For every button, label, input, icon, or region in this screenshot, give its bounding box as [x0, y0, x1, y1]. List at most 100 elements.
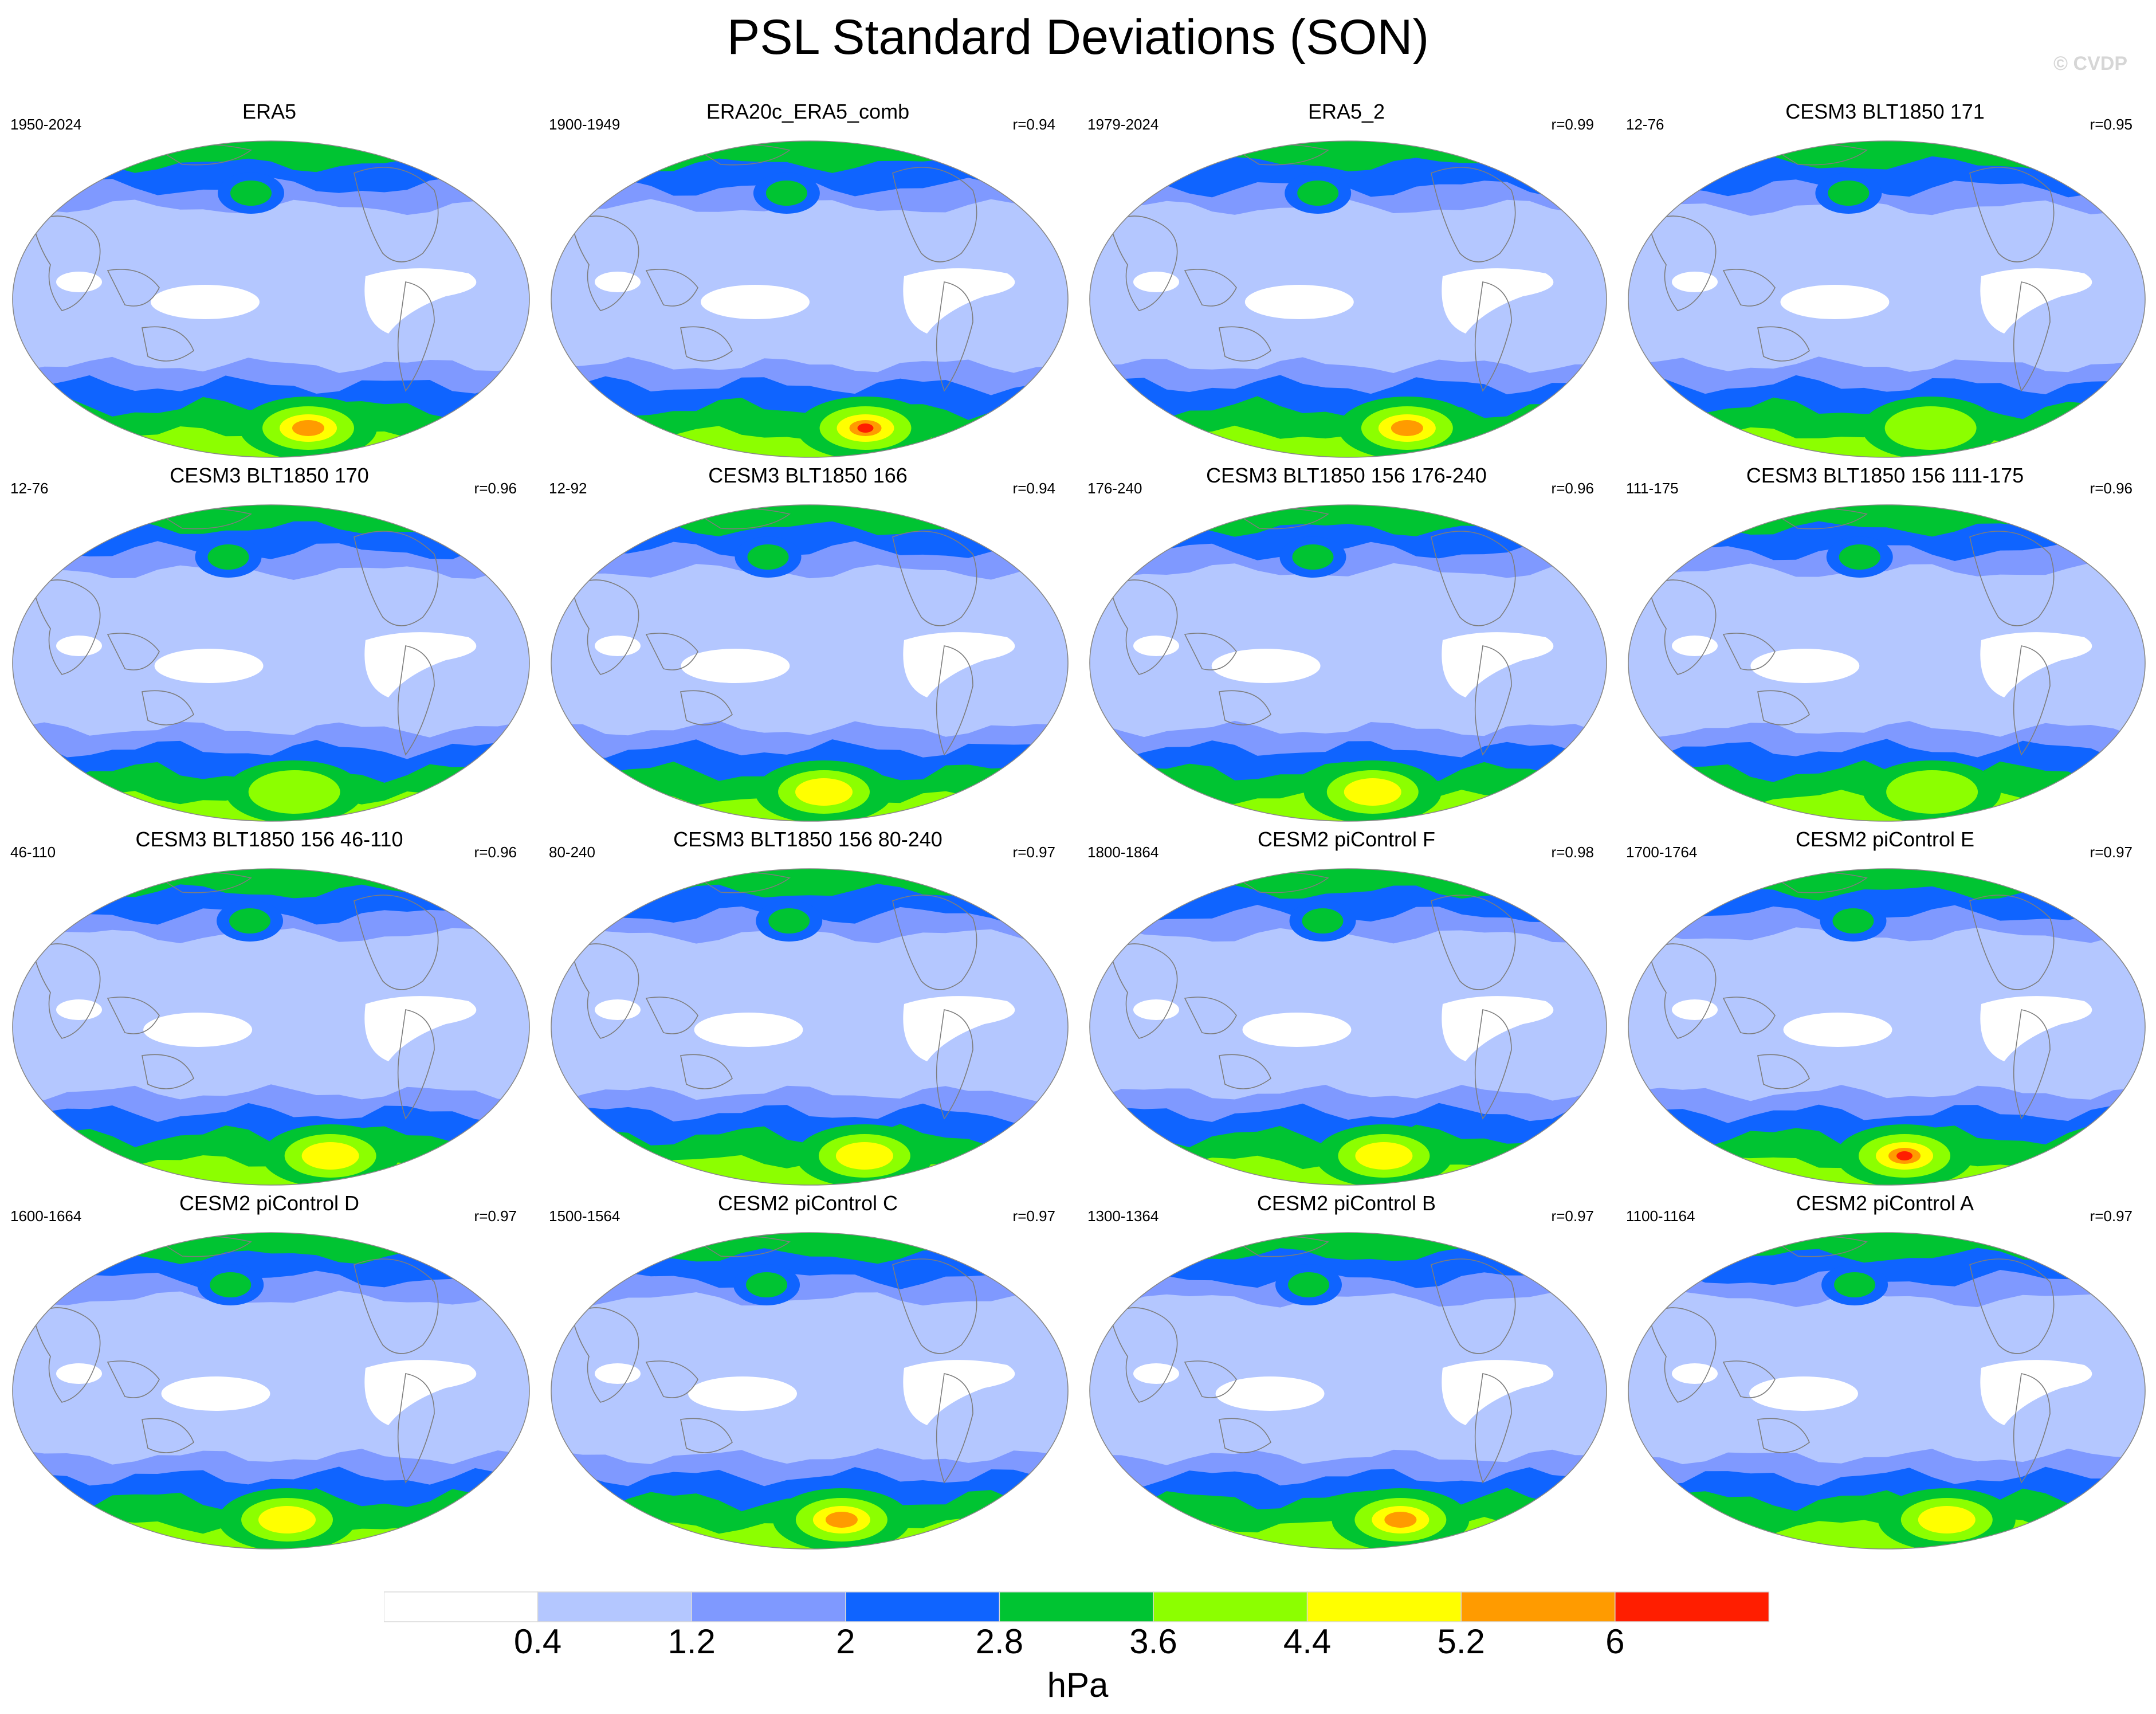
- colorbar: [384, 1591, 1770, 1622]
- psl-stddev-map: [12, 140, 530, 458]
- map-panel: CESM3 BLT1850 156 80-240 80-240 r=0.97: [539, 825, 1077, 1192]
- panel-years: 1800-1864: [1087, 844, 1159, 861]
- panel-correlation: r=0.96: [474, 844, 517, 861]
- psl-stddev-map: [12, 868, 530, 1186]
- panel-correlation: r=0.96: [474, 480, 517, 497]
- map-panel: CESM3 BLT1850 156 46-110 46-110 r=0.96: [0, 825, 539, 1192]
- panel-correlation: r=0.97: [1012, 844, 1055, 861]
- psl-stddev-map: [1089, 868, 1607, 1186]
- psl-stddev-map: [551, 1232, 1069, 1550]
- panel-title: CESM3 BLT1850 171: [1785, 100, 1985, 123]
- map-panel: CESM3 BLT1850 156 176-240 176-240 r=0.96: [1077, 461, 1616, 828]
- panel-title: CESM2 piControl B: [1256, 1191, 1436, 1215]
- panel-title: CESM2 piControl C: [717, 1191, 898, 1215]
- panel-years: 12-92: [549, 480, 587, 497]
- panel-title: CESM2 piControl E: [1795, 827, 1975, 851]
- panel-years: 80-240: [549, 844, 595, 861]
- colorbar-swatch: [1306, 1591, 1462, 1622]
- panel-years: 1700-1764: [1626, 844, 1698, 861]
- panel-title: ERA5: [242, 100, 297, 123]
- panel-correlation: r=0.99: [1551, 116, 1594, 133]
- map-panel: CESM2 piControl F 1800-1864 r=0.98: [1077, 825, 1616, 1192]
- panel-correlation: r=0.97: [1551, 1207, 1594, 1225]
- panel-correlation: r=0.98: [1551, 844, 1594, 861]
- map-panel: CESM2 piControl C 1500-1564 r=0.97: [539, 1189, 1077, 1556]
- colorbar-tick-label: 5.2: [1437, 1622, 1485, 1661]
- psl-stddev-map: [1628, 868, 2146, 1186]
- psl-stddev-map: [551, 504, 1069, 822]
- panel-years: 12-76: [1626, 116, 1664, 133]
- panel-years: 12-76: [10, 480, 49, 497]
- psl-stddev-map: [1089, 1232, 1607, 1550]
- psl-stddev-map: [1089, 140, 1607, 458]
- watermark: © CVDP: [2053, 53, 2127, 74]
- page-title: PSL Standard Deviations (SON): [726, 10, 1430, 65]
- panel-years: 1500-1564: [549, 1207, 621, 1225]
- panel-title: CESM3 BLT1850 156 111-175: [1746, 464, 2024, 487]
- panel-title: CESM2 piControl A: [1796, 1191, 1974, 1215]
- panel-title: CESM2 piControl F: [1257, 827, 1436, 851]
- panel-correlation: r=0.97: [2090, 1207, 2133, 1225]
- colorbar-tick-label: 3.6: [1129, 1622, 1177, 1661]
- panel-years: 1300-1364: [1087, 1207, 1159, 1225]
- panel-title: CESM3 BLT1850 156 46-110: [135, 827, 403, 851]
- psl-stddev-map: [1628, 504, 2146, 822]
- colorbar-swatch: [845, 1591, 1000, 1622]
- colorbar-tick-label: 0.4: [513, 1622, 562, 1661]
- panel-title: CESM3 BLT1850 156 80-240: [673, 827, 942, 851]
- map-panel: CESM2 piControl B 1300-1364 r=0.97: [1077, 1189, 1616, 1556]
- panel-correlation: r=0.97: [474, 1207, 517, 1225]
- colorbar-units: hPa: [1047, 1666, 1109, 1704]
- colorbar-tick-label: 2.8: [975, 1622, 1024, 1661]
- map-panel: CESM3 BLT1850 171 12-76 r=0.95: [1616, 97, 2154, 464]
- map-panel: ERA5 1950-2024: [0, 97, 539, 464]
- panel-correlation: r=0.96: [1551, 480, 1594, 497]
- panel-title: CESM3 BLT1850 170: [170, 464, 369, 487]
- psl-stddev-map: [551, 868, 1069, 1186]
- map-panel: CESM3 BLT1850 170 12-76 r=0.96: [0, 461, 539, 828]
- colorbar-swatch: [1615, 1591, 1770, 1622]
- panel-years: 176-240: [1087, 480, 1142, 497]
- map-panel: CESM3 BLT1850 166 12-92 r=0.94: [539, 461, 1077, 828]
- panel-correlation: r=0.97: [2090, 844, 2133, 861]
- psl-stddev-map: [1089, 504, 1607, 822]
- psl-stddev-map: [12, 1232, 530, 1550]
- map-panel: ERA20c_ERA5_comb 1900-1949 r=0.94: [539, 97, 1077, 464]
- colorbar-swatch: [999, 1591, 1154, 1622]
- map-panel: CESM2 piControl A 1100-1164 r=0.97: [1616, 1189, 2154, 1556]
- panel-years: 1100-1164: [1626, 1207, 1695, 1225]
- psl-stddev-map: [12, 504, 530, 822]
- map-panel: ERA5_2 1979-2024 r=0.99: [1077, 97, 1616, 464]
- map-panel: CESM2 piControl D 1600-1664 r=0.97: [0, 1189, 539, 1556]
- psl-stddev-map: [1628, 140, 2146, 458]
- psl-stddev-map: [551, 140, 1069, 458]
- panel-title: CESM3 BLT1850 156 176-240: [1206, 464, 1487, 487]
- panel-correlation: r=0.94: [1012, 116, 1055, 133]
- panel-correlation: r=0.96: [2090, 480, 2133, 497]
- panel-years: 111-175: [1626, 480, 1679, 497]
- panel-years: 46-110: [10, 844, 56, 861]
- panel-years: 1900-1949: [549, 116, 621, 133]
- colorbar-tick-label: 4.4: [1283, 1622, 1332, 1661]
- map-panel: CESM3 BLT1850 156 111-175 111-175 r=0.96: [1616, 461, 2154, 828]
- panel-title: ERA5_2: [1307, 100, 1385, 123]
- colorbar-swatch: [384, 1591, 539, 1622]
- colorbar-swatch: [537, 1591, 692, 1622]
- colorbar-tick-label: 1.2: [667, 1622, 716, 1661]
- panel-correlation: r=0.95: [2090, 116, 2133, 133]
- colorbar-tick-label: 6: [1605, 1622, 1625, 1661]
- colorbar-swatch: [691, 1591, 846, 1622]
- colorbar-tick-label: 2: [836, 1622, 855, 1661]
- colorbar-swatch: [1153, 1591, 1308, 1622]
- panel-title: CESM2 piControl D: [179, 1191, 360, 1215]
- panel-years: 1979-2024: [1087, 116, 1159, 133]
- panel-correlation: r=0.97: [1012, 1207, 1055, 1225]
- panel-years: 1600-1664: [10, 1207, 82, 1225]
- colorbar-swatch: [1460, 1591, 1616, 1622]
- panel-title: CESM3 BLT1850 166: [708, 464, 908, 487]
- panel-title: ERA20c_ERA5_comb: [706, 100, 910, 123]
- psl-stddev-map: [1628, 1232, 2146, 1550]
- panel-years: 1950-2024: [10, 116, 82, 133]
- map-panel: CESM2 piControl E 1700-1764 r=0.97: [1616, 825, 2154, 1192]
- panel-correlation: r=0.94: [1012, 480, 1055, 497]
